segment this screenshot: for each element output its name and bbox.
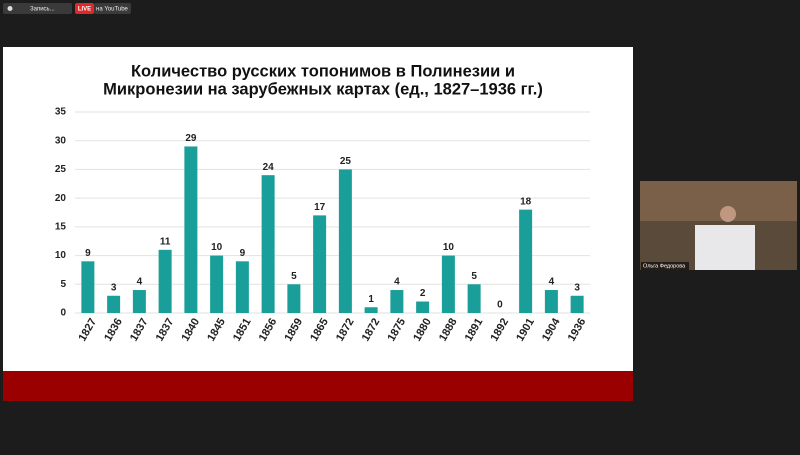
bar — [570, 295, 584, 313]
bar — [81, 261, 95, 313]
data-label: 9 — [85, 248, 91, 259]
live-label: LIVE — [78, 7, 91, 13]
bar — [519, 209, 533, 313]
bar — [441, 255, 455, 313]
data-label: 5 — [471, 271, 477, 282]
record-icon — [7, 6, 13, 11]
participant-name: Ольга Федорова — [643, 263, 686, 269]
person — [720, 206, 736, 222]
data-label: 4 — [394, 277, 400, 288]
bar — [235, 261, 249, 313]
data-label: 11 — [160, 236, 171, 247]
live-badge — [75, 3, 94, 14]
data-label: 3 — [111, 282, 117, 293]
papers — [695, 225, 755, 270]
recording-button[interactable] — [3, 3, 72, 14]
y-tick-label: 20 — [55, 193, 67, 204]
stream-button[interactable] — [94, 3, 131, 14]
y-tick-label: 25 — [55, 164, 67, 175]
data-label: 4 — [137, 277, 143, 288]
bar — [338, 169, 352, 313]
bar — [107, 295, 121, 313]
data-label: 29 — [185, 133, 197, 144]
bar — [210, 255, 224, 313]
y-tick-label: 30 — [55, 135, 67, 146]
bar — [132, 290, 146, 313]
bar — [544, 290, 558, 313]
data-label: 4 — [549, 277, 555, 288]
bookshelf — [640, 181, 797, 221]
name-badge — [641, 262, 689, 270]
data-label: 0 — [497, 300, 503, 311]
y-tick-label: 0 — [60, 308, 66, 319]
data-label: 5 — [291, 271, 297, 282]
data-label: 18 — [520, 196, 532, 207]
y-tick-label: 35 — [55, 107, 67, 118]
data-label: 3 — [574, 282, 580, 293]
data-label: 17 — [314, 202, 326, 213]
bar — [184, 146, 198, 313]
data-label: 10 — [211, 242, 223, 253]
y-tick-label: 10 — [55, 250, 67, 261]
data-label: 10 — [443, 242, 455, 253]
data-label: 25 — [340, 156, 352, 167]
data-label: 1 — [368, 294, 374, 305]
bar — [287, 284, 301, 313]
bar — [261, 175, 275, 313]
bar — [364, 307, 378, 313]
bar — [416, 301, 430, 313]
stream-label: на YouTube — [96, 7, 129, 13]
chart-title: Количество русских топонимов в Полинезии… — [131, 62, 515, 80]
slide-footer — [3, 371, 633, 401]
data-label: 24 — [263, 162, 275, 173]
bar — [467, 284, 481, 313]
data-label: 2 — [420, 288, 426, 299]
chart-title: Микронезии на зарубежных картах (ед., 18… — [103, 80, 543, 98]
bar — [313, 215, 327, 313]
y-tick-label: 5 — [60, 279, 66, 290]
y-tick-label: 15 — [55, 221, 67, 232]
recording-label: Запись... — [30, 7, 55, 13]
bar — [158, 249, 172, 313]
bar — [390, 290, 404, 313]
data-label: 9 — [240, 248, 246, 259]
